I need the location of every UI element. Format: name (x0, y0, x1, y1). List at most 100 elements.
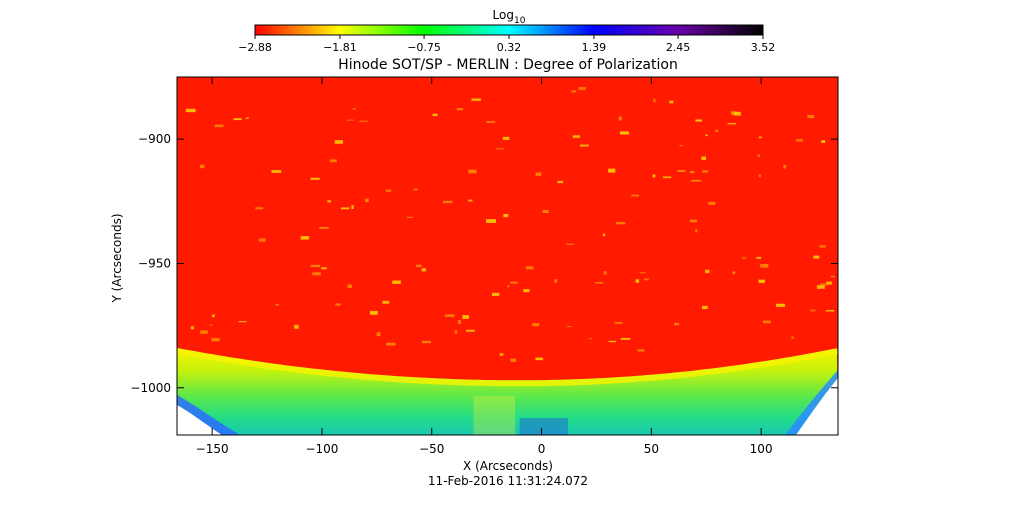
network-speck (595, 282, 604, 284)
network-speck (571, 90, 577, 93)
network-speck (702, 305, 708, 309)
network-speck (775, 303, 785, 307)
network-speck (458, 320, 461, 324)
network-speck (382, 300, 390, 304)
network-speck (471, 98, 481, 101)
network-speck (351, 205, 354, 209)
network-speck (340, 207, 350, 210)
network-speck (652, 174, 656, 178)
network-speck (392, 280, 401, 284)
network-speck (813, 255, 820, 259)
network-speck (422, 340, 431, 344)
network-speck (810, 309, 816, 312)
network-speck (245, 117, 249, 119)
network-speck (816, 285, 825, 289)
network-speck (705, 269, 710, 274)
network-speck (271, 170, 282, 173)
network-speck (580, 144, 589, 147)
network-speck (347, 284, 352, 288)
network-speck (820, 283, 829, 286)
network-speck (468, 199, 473, 202)
network-speck (310, 177, 320, 180)
network-speck (715, 129, 719, 132)
network-speck (701, 156, 706, 161)
colorbar: Log10 −2.88 −1.81 −0.75 0.32 1.39 2.45 3.52 (238, 8, 775, 54)
network-speck (502, 136, 510, 140)
network-speck (689, 219, 697, 223)
x-tick-label: 100 (750, 442, 773, 456)
network-speck (238, 321, 247, 323)
network-speck (503, 214, 509, 218)
network-speck (758, 136, 762, 139)
network-speck (352, 108, 356, 110)
network-speck (732, 271, 736, 275)
colorbar-tick-label: 1.39 (582, 41, 607, 54)
network-speck (557, 180, 563, 184)
y-tick-label: −950 (138, 256, 171, 270)
network-speck (608, 340, 617, 343)
colorbar-tick-label: 2.45 (666, 41, 691, 54)
network-speck (677, 170, 686, 172)
network-speck (791, 336, 794, 339)
network-speck (691, 179, 701, 182)
network-speck (588, 338, 593, 340)
network-speck (631, 194, 639, 197)
network-speck (705, 134, 708, 137)
network-speck (468, 169, 477, 174)
network-speck (603, 271, 607, 275)
network-elements (185, 87, 835, 362)
colorbar-tick-label: −2.88 (238, 41, 272, 54)
network-speck (669, 100, 674, 104)
network-speck (442, 200, 453, 204)
left-no-data (177, 405, 222, 435)
network-speck (327, 200, 331, 203)
network-speck (199, 164, 205, 169)
network-speck (635, 279, 640, 283)
network-speck (486, 121, 496, 123)
network-speck (214, 124, 224, 128)
network-speck (466, 329, 475, 332)
x-tick-label: 0 (538, 442, 546, 456)
network-speck (637, 349, 645, 352)
network-speck (185, 108, 196, 113)
network-speck (385, 189, 392, 192)
network-speck (370, 310, 378, 315)
y-tick-label: −1000 (130, 381, 171, 395)
network-speck (783, 164, 787, 169)
network-speck (644, 278, 649, 281)
network-speck (566, 243, 574, 245)
network-speck (507, 285, 510, 288)
network-speck (614, 322, 623, 324)
network-speck (406, 216, 413, 218)
network-speck (674, 322, 680, 326)
network-speck (572, 135, 580, 138)
network-speck (432, 113, 438, 117)
network-speck (255, 207, 264, 210)
network-speck (510, 281, 518, 284)
network-speck (415, 264, 422, 268)
right-no-data (796, 378, 838, 435)
network-speck (454, 330, 458, 334)
network-speck (695, 119, 702, 122)
network-speck (312, 272, 321, 276)
network-speck (275, 304, 279, 306)
network-speck (523, 289, 530, 293)
network-speck (346, 119, 354, 121)
x-axis-label: X (Arcseconds) (463, 459, 553, 473)
plot-frame (176, 76, 839, 436)
network-speck (821, 140, 826, 143)
network-speck (618, 116, 622, 121)
network-speck (702, 170, 708, 173)
timestamp: 11-Feb-2016 11:31:24.072 (428, 474, 588, 488)
network-speck (456, 108, 463, 111)
network-speck (756, 256, 762, 259)
network-speck (758, 174, 761, 178)
network-speck (566, 326, 572, 327)
network-speck (830, 275, 835, 278)
network-speck (359, 120, 368, 122)
network-speck (616, 222, 626, 225)
network-speck (742, 257, 747, 259)
network-speck (554, 279, 558, 283)
network-speck (689, 171, 695, 174)
network-speck (679, 145, 683, 147)
